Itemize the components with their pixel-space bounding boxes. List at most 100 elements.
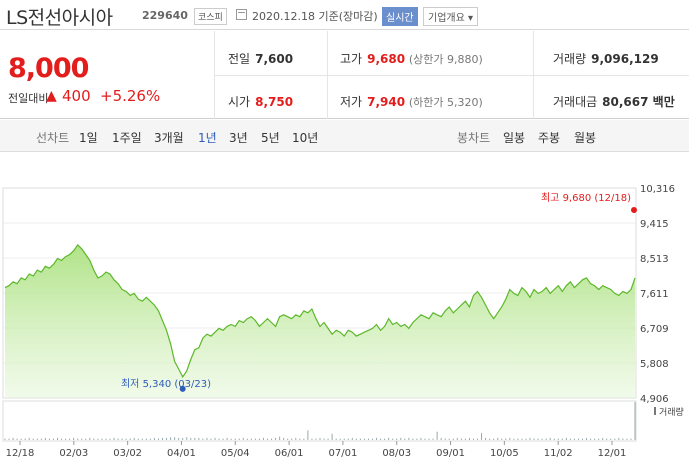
volume-bar	[396, 438, 398, 440]
volume-bars	[4, 402, 636, 440]
volume-bar	[553, 438, 555, 440]
stat-value: 9,096,129	[591, 52, 659, 66]
tab-3y[interactable]: 3년	[229, 131, 248, 145]
y-tick-label: 7,611	[640, 289, 669, 300]
volume-bar	[234, 438, 236, 440]
volume-bar	[279, 436, 281, 440]
volume-bar	[145, 438, 147, 440]
volume-bar	[311, 438, 313, 440]
volume-bar	[594, 438, 596, 440]
volume-bar	[178, 437, 180, 440]
stat-value: 7,600	[255, 52, 294, 66]
y-tick-label: 5,808	[640, 359, 669, 370]
price-area	[5, 244, 635, 398]
volume-bar	[351, 437, 353, 440]
y-tick-label: 4,906	[640, 394, 669, 405]
volume-bar	[246, 438, 248, 440]
y-tick-label: 6,709	[640, 324, 669, 335]
volume-bar	[372, 438, 373, 440]
volume-bar	[367, 438, 369, 440]
tab-weekly[interactable]: 주봉	[538, 131, 561, 145]
volume-bar	[125, 438, 127, 440]
volume-bar	[141, 438, 143, 440]
x-tick-label: 11/02	[544, 448, 573, 459]
volume-bar	[448, 438, 450, 440]
volume-bar	[513, 438, 515, 440]
volume-bar	[230, 438, 232, 440]
x-tick-label: 07/01	[328, 448, 357, 459]
high-annotation: 최고 9,680 (12/18)	[541, 192, 631, 204]
volume-bar	[28, 437, 30, 440]
volume-bar	[517, 438, 519, 440]
line-chart-header: 선차트	[36, 131, 70, 145]
volume-bar	[36, 438, 38, 440]
volume-bar	[569, 438, 571, 440]
volume-bar	[586, 437, 588, 440]
volume-bar	[529, 437, 531, 440]
volume-bar	[472, 438, 474, 440]
stat-value: 9,680	[367, 52, 406, 66]
volume-bar	[218, 438, 220, 440]
volume-bar	[202, 438, 204, 440]
y-tick-label: 9,415	[640, 219, 669, 230]
volume-bar	[16, 438, 18, 440]
volume-bar	[541, 438, 543, 440]
price-info-panel: 8,000 전일대비 ▲ 400 +5.26% 전일 7,600 고가 9,680 …	[0, 31, 689, 119]
volume-bar	[424, 438, 426, 440]
price-rate: +5.26%	[100, 87, 161, 105]
volume-bar	[170, 437, 172, 440]
volume-bar	[89, 437, 91, 440]
volume-bar	[307, 430, 309, 440]
x-tick-label: 10/05	[490, 448, 519, 459]
volume-legend-label: 거래량	[659, 406, 684, 418]
volume-bar	[287, 438, 289, 440]
tab-1y[interactable]: 1년	[198, 131, 217, 145]
volume-bar	[388, 437, 390, 440]
volume-bar	[602, 437, 604, 440]
volume-bar	[113, 437, 115, 440]
volume-bar	[24, 438, 26, 440]
company-overview-dropdown[interactable]: 기업개요 ▾	[423, 7, 478, 26]
volume-bar	[242, 437, 244, 440]
volume-bar	[493, 438, 495, 440]
volume-bar	[590, 438, 592, 440]
volume-bar	[194, 437, 196, 440]
volume-bar	[501, 438, 503, 440]
volume-bar	[355, 438, 357, 440]
volume-bar	[606, 438, 608, 440]
volume-bar	[460, 438, 462, 440]
volume-bar	[557, 438, 559, 440]
tab-10y[interactable]: 10년	[292, 131, 319, 145]
volume-bar	[339, 438, 341, 440]
tab-1w[interactable]: 1주일	[112, 131, 142, 145]
volume-bar	[598, 438, 600, 440]
tab-monthly[interactable]: 월봉	[574, 131, 597, 145]
volume-bar	[452, 438, 454, 440]
x-tick-label: 09/01	[436, 448, 465, 459]
candle-chart-header: 봉차트	[457, 131, 491, 145]
up-arrow-icon: ▲	[46, 88, 57, 104]
volume-bar	[577, 438, 579, 440]
volume-bar	[258, 438, 260, 440]
volume-bar	[4, 438, 6, 440]
tab-5y[interactable]: 5년	[261, 131, 280, 145]
tab-daily[interactable]: 일봉	[503, 131, 526, 145]
stat-label: 거래대금	[553, 95, 598, 109]
x-tick-label: 06/01	[275, 448, 304, 459]
x-tick-label: 12/18	[6, 448, 35, 459]
volume-bar	[303, 438, 305, 440]
realtime-button[interactable]: 실시간	[382, 7, 418, 26]
price-chart[interactable]: 최고 9,680 (12/18) 최저 5,340 (03/23) 10,316…	[0, 153, 689, 462]
tab-1d[interactable]: 1일	[79, 131, 98, 145]
volume-bar	[614, 438, 616, 440]
tab-3m[interactable]: 3개월	[154, 131, 184, 145]
volume-bar	[408, 437, 410, 440]
volume-bar	[392, 438, 394, 440]
volume-bar	[327, 438, 329, 440]
volume-bar	[153, 437, 155, 440]
price-series-line	[4, 243, 636, 379]
volume-bar	[210, 438, 212, 440]
volume-bar	[162, 437, 163, 440]
stock-name[interactable]: LS전선아시아	[6, 7, 113, 29]
volume-frame	[2, 400, 637, 442]
